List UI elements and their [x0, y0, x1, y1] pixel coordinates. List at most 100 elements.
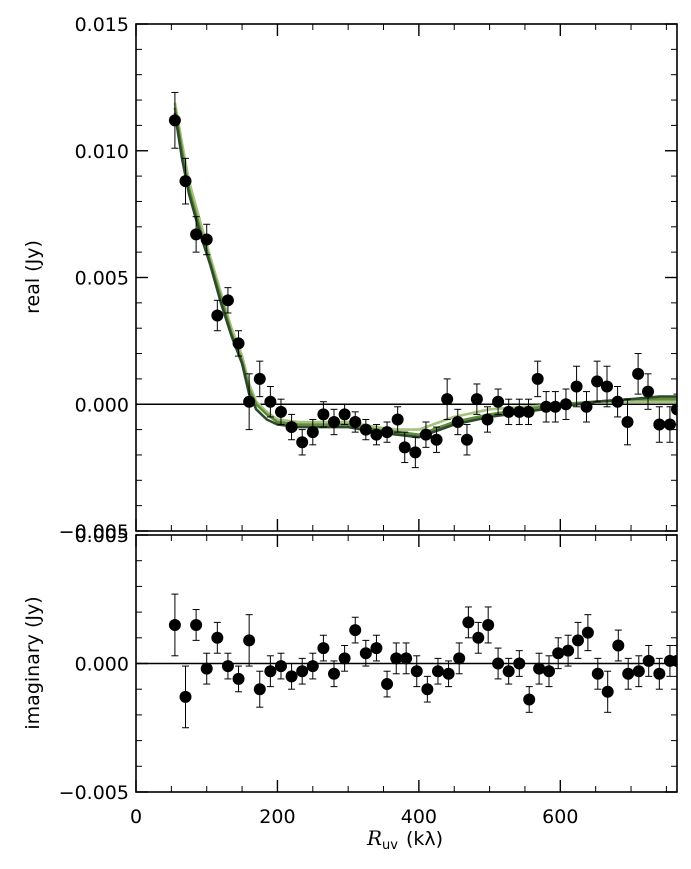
data-point — [502, 665, 515, 678]
y-tick-label: 0.015 — [75, 14, 129, 36]
data-point — [492, 657, 505, 670]
imaginary-panel: −0.005 0.000 0.005 0 200 400 600 imaginary (Jy… — [22, 525, 678, 853]
data-point — [441, 393, 454, 406]
y-tick-label: 0.010 — [75, 141, 129, 163]
data-point — [591, 375, 604, 388]
x-tick-label: 0 — [130, 806, 142, 828]
data-point — [580, 400, 593, 413]
data-point — [451, 415, 464, 428]
data-point — [285, 670, 298, 683]
data-point — [328, 667, 341, 680]
data-point — [190, 618, 203, 631]
data-point — [470, 393, 483, 406]
data-point — [349, 415, 362, 428]
data-point — [611, 395, 624, 408]
real-y-axis-title: real (Jy) — [22, 240, 44, 314]
data-point — [232, 337, 245, 350]
data-point — [642, 654, 655, 667]
data-point — [264, 665, 277, 678]
y-tick-label: 0.000 — [75, 654, 129, 676]
data-point — [460, 433, 473, 446]
y-tick-label: −0.005 — [59, 521, 129, 543]
data-point — [562, 644, 575, 657]
data-point — [632, 367, 645, 380]
data-point — [453, 652, 466, 665]
data-point — [472, 631, 485, 644]
data-point — [338, 408, 351, 421]
data-point — [442, 667, 455, 680]
data-point — [513, 657, 526, 670]
data-point — [482, 618, 495, 631]
data-point — [232, 672, 245, 685]
data-point — [370, 428, 383, 441]
data-point — [430, 433, 443, 446]
data-point — [179, 175, 192, 188]
data-point — [359, 647, 372, 660]
data-point — [531, 372, 544, 385]
data-point — [398, 441, 411, 454]
y-tick-label: 0.005 — [75, 268, 129, 290]
data-point — [671, 403, 677, 416]
x-axis-title-symbol: R — [366, 826, 382, 850]
data-point — [296, 436, 309, 449]
x-tick-label: 200 — [259, 806, 295, 828]
real-panel: −0.005 0.000 0.005 0.010 0.015 real (Jy) — [22, 14, 678, 543]
data-point — [243, 395, 256, 408]
data-point — [317, 642, 330, 655]
data-point — [400, 652, 413, 665]
data-point — [306, 426, 319, 439]
data-point — [492, 395, 505, 408]
data-point — [370, 642, 383, 655]
data-point — [663, 418, 676, 431]
data-point — [306, 660, 319, 673]
data-point — [381, 678, 394, 691]
data-point — [533, 662, 546, 675]
data-point — [462, 616, 475, 629]
data-point — [552, 647, 565, 660]
data-point — [381, 426, 394, 439]
x-axis-title-subscript: uv — [382, 838, 398, 853]
data-point — [419, 428, 432, 441]
data-point — [653, 418, 666, 431]
data-point — [523, 693, 536, 706]
data-point — [274, 660, 287, 673]
data-point — [601, 685, 614, 698]
real-panel-frame — [135, 23, 678, 532]
data-point — [328, 415, 341, 428]
data-point — [349, 624, 362, 637]
data-point — [391, 413, 404, 426]
data-point — [502, 405, 515, 418]
data-point — [431, 665, 444, 678]
data-point — [179, 690, 192, 703]
imaginary-axis-ticks: −0.005 0.000 0.005 0 200 400 600 — [59, 525, 677, 828]
data-point — [317, 408, 330, 421]
data-point — [200, 233, 213, 246]
data-point — [591, 667, 604, 680]
data-point — [211, 309, 224, 322]
data-point — [221, 294, 234, 307]
y-tick-label: 0.000 — [75, 394, 129, 416]
real-axis-ticks: −0.005 0.000 0.005 0.010 0.015 — [59, 14, 677, 543]
data-point — [513, 405, 526, 418]
data-point — [168, 114, 181, 127]
data-point — [632, 665, 645, 678]
data-point — [622, 667, 635, 680]
data-point — [274, 405, 287, 418]
x-tick-label: 600 — [542, 806, 578, 828]
data-point — [540, 400, 553, 413]
imaginary-data-points — [168, 593, 677, 729]
data-point — [253, 683, 266, 696]
data-point — [409, 446, 422, 459]
data-point — [211, 631, 224, 644]
x-tick-label: 400 — [401, 806, 437, 828]
data-point — [359, 423, 372, 436]
data-point — [549, 400, 562, 413]
real-data-points — [168, 91, 677, 469]
data-point — [253, 372, 266, 385]
data-point — [296, 665, 309, 678]
data-point — [221, 660, 234, 673]
x-axis-title-unit: (kλ) — [406, 828, 443, 850]
data-point — [621, 415, 634, 428]
data-point — [264, 395, 277, 408]
